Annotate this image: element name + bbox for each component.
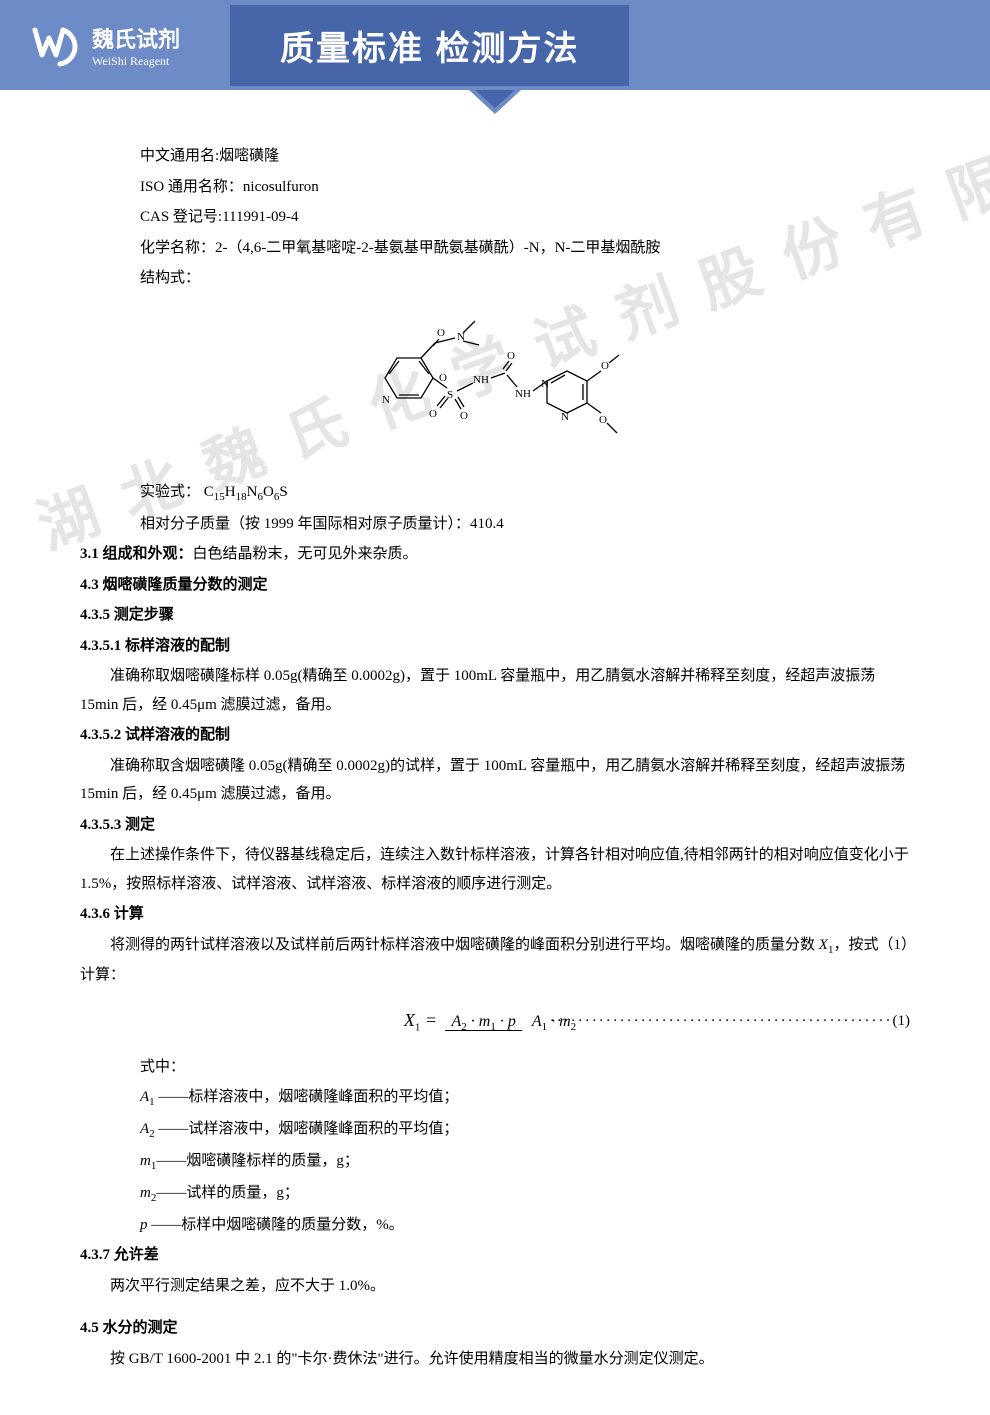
svg-text:O: O — [601, 360, 609, 372]
mw-prefix: 相对分子质量（按 1999 年国际相对原子质量计）： — [140, 516, 470, 532]
where-label: 式中： — [140, 1053, 910, 1082]
s4-3-5-1-text: 准确称取烟嘧磺隆标样 0.05g(精确至 0.0002g)，置于 100mL 容… — [80, 662, 910, 719]
section-3-1: 3.1 组成和外观：白色结晶粉末，无可见外来杂质。 — [80, 540, 910, 569]
struct-label-line: 结构式： — [140, 264, 910, 293]
page-header: 魏氏试剂 WeiShi Reagent 质量标准 检测方法 — [0, 0, 990, 90]
section-4-3: 4.3 烟嘧磺隆质量分数的测定 — [80, 571, 910, 600]
svg-text:NH: NH — [473, 374, 489, 386]
cn-name-line: 中文通用名:烟嘧磺隆 — [140, 142, 910, 171]
cas-label: CAS 登记号: — [140, 209, 222, 225]
svg-text:NH: NH — [515, 388, 531, 400]
page-title: 质量标准 检测方法 — [230, 5, 629, 86]
section-4-3-5: 4.3.5 测定步骤 — [80, 601, 910, 630]
exp-formula-line: 实验式： C15H18N6O6S — [140, 478, 910, 508]
chem-name-line: 化学名称：2-（4,6-二甲氧基嘧啶-2-基氨基甲酰氨基磺酰）-N，N-二甲基烟… — [140, 234, 910, 263]
iso-label: ISO 通用名称： — [140, 179, 243, 195]
exp-formula-value: C15H18N6O6S — [204, 484, 288, 500]
section-4-3-5-3: 4.3.5.3 测定 — [80, 811, 910, 840]
section-4-5: 4.5 水分的测定 — [80, 1314, 910, 1343]
s4-3-5-2-text: 准确称取含烟嘧磺隆 0.05g(精确至 0.0002g)的试样，置于 100mL… — [80, 752, 910, 809]
var-A1-desc: ——标样溶液中，烟嘧磺隆峰面积的平均值； — [158, 1089, 458, 1105]
iso-name-line: ISO 通用名称：nicosulfuron — [140, 173, 910, 202]
s4-3-6-text: 将测得的两针试样溶液以及试样前后两针标样溶液中烟嘧磺隆的峰面积分别进行平均。烟嘧… — [80, 931, 910, 989]
chevron-decor — [475, 90, 515, 108]
svg-text:O: O — [429, 408, 437, 420]
mw-line: 相对分子质量（按 1999 年国际相对原子质量计）：410.4 — [140, 510, 910, 539]
var-A2: A2 ——试样溶液中，烟嘧磺隆峰面积的平均值； — [140, 1115, 910, 1145]
s4-5-text: 按 GB/T 1600-2001 中 2.1 的"卡尔·费休法"进行。允许使用精… — [80, 1345, 910, 1374]
var-p: p ——标样中烟嘧磺隆的质量分数，%。 — [140, 1211, 910, 1240]
chem-value: 2-（4,6-二甲氧基嘧啶-2-基氨基甲酰氨基磺酰）-N，N-二甲基烟酰胺 — [215, 240, 660, 256]
s3-1-head: 3.1 组成和外观： — [80, 546, 193, 562]
document-content: 湖北魏氏化学试剂股份有限公司 中文通用名:烟嘧磺隆 ISO 通用名称：nicos… — [0, 90, 990, 1415]
s4-3-6-pre: 将测得的两针试样溶液以及试样前后两针标样溶液中烟嘧磺隆的峰面积分别进行平均。烟嘧… — [110, 937, 815, 953]
chemical-structure: N O N S O O — [80, 303, 910, 464]
section-4-3-7: 4.3.7 允许差 — [80, 1241, 910, 1270]
var-A2-desc: ——试样溶液中，烟嘧磺隆峰面积的平均值； — [158, 1121, 458, 1137]
logo-en-text: WeiShi Reagent — [92, 54, 180, 69]
svg-text:N: N — [382, 394, 390, 406]
cas-line: CAS 登记号:111991-09-4 — [140, 203, 910, 232]
svg-text:S: S — [447, 389, 453, 401]
var-m1-desc: ——烟嘧磺隆标样的质量，g； — [156, 1153, 359, 1169]
var-m2: m2——试样的质量，g； — [140, 1179, 910, 1209]
svg-text:O: O — [439, 372, 447, 384]
cas-value: 111991-09-4 — [222, 209, 298, 225]
svg-text:O: O — [507, 350, 515, 362]
section-4-3-6: 4.3.6 计算 — [80, 900, 910, 929]
logo-icon — [30, 20, 80, 70]
s3-1-text: 白色结晶粉末，无可见外来杂质。 — [193, 546, 418, 562]
logo-cn-text: 魏氏试剂 — [92, 22, 180, 54]
equation-1-dots: ········································… — [550, 1007, 910, 1036]
var-A1: A1 ——标样溶液中，烟嘧磺隆峰面积的平均值； — [140, 1083, 910, 1113]
iso-value: nicosulfuron — [243, 179, 319, 195]
var-p-desc: ——标样中烟嘧磺隆的质量分数，%。 — [148, 1217, 404, 1233]
var-m1: m1——烟嘧磺隆标样的质量，g； — [140, 1147, 910, 1177]
section-4-3-5-1: 4.3.5.1 标样溶液的配制 — [80, 632, 910, 661]
exp-formula-label: 实验式： — [140, 484, 200, 500]
svg-text:O: O — [599, 414, 607, 426]
svg-text:O: O — [437, 327, 445, 339]
eq-num-value: 1 — [898, 1013, 906, 1029]
mw-value: 410.4 — [470, 516, 504, 532]
s4-3-7-text: 两次平行测定结果之差，应不大于 1.0%。 — [80, 1272, 910, 1301]
svg-text:O: O — [460, 410, 468, 422]
svg-text:N: N — [541, 378, 549, 390]
cn-name-value: 烟嘧磺隆 — [219, 148, 279, 164]
svg-text:N: N — [561, 411, 569, 423]
chem-label: 化学名称： — [140, 240, 215, 256]
cn-name-label: 中文通用名: — [140, 148, 219, 164]
var-m2-desc: ——试样的质量，g； — [156, 1185, 299, 1201]
logo-block: 魏氏试剂 WeiShi Reagent — [30, 20, 180, 70]
s4-3-5-3-text: 在上述操作条件下，待仪器基线稳定后，连续注入数针标样溶液，计算各针相对响应值,待… — [80, 841, 910, 898]
equation-1: X1 = A2 · m1 · p A1 · m2 ···············… — [80, 1003, 910, 1038]
section-4-3-5-2: 4.3.5.2 试样溶液的配制 — [80, 721, 910, 750]
